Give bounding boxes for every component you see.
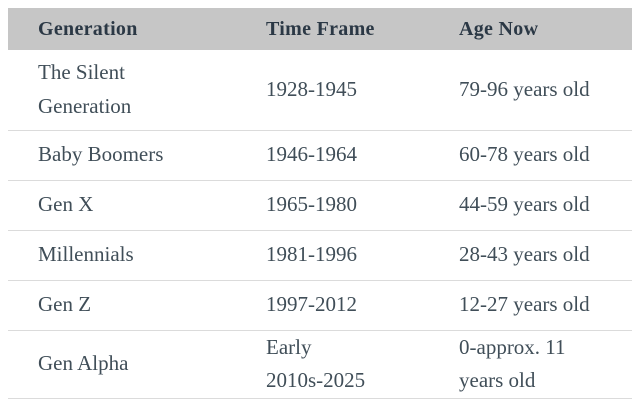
column-header-time-frame: Time Frame bbox=[236, 8, 429, 50]
column-header-generation: Generation bbox=[8, 8, 236, 50]
cell-age-now: 44-59 years old bbox=[429, 180, 632, 231]
cell-generation: Gen X bbox=[8, 180, 236, 231]
table-row-gen-x: Gen X 1965-1980 44-59 years old bbox=[8, 180, 632, 231]
cell-generation: Gen Alpha bbox=[8, 330, 236, 399]
table-row-baby-boomers: Baby Boomers 1946-1964 60-78 years old bbox=[8, 130, 632, 181]
table-row-gen-z: Gen Z 1997-2012 12-27 years old bbox=[8, 280, 632, 331]
cell-generation: Baby Boomers bbox=[8, 130, 236, 181]
cell-time-frame: 1928-1945 bbox=[236, 50, 429, 131]
cell-age-now: 60-78 years old bbox=[429, 130, 632, 181]
cell-age-now: 79-96 years old bbox=[429, 50, 632, 131]
table-header-row: Generation Time Frame Age Now bbox=[8, 8, 632, 50]
cell-generation: Gen Z bbox=[8, 280, 236, 331]
cell-time-frame: Early 2010s-2025 bbox=[236, 330, 429, 399]
table-row-millennials: Millennials 1981-1996 28-43 years old bbox=[8, 230, 632, 281]
cell-age-now: 28-43 years old bbox=[429, 230, 632, 281]
cell-age-now: 12-27 years old bbox=[429, 280, 632, 331]
table-row-gen-alpha: Gen Alpha Early 2010s-2025 0-approx. 11 … bbox=[8, 330, 632, 399]
cell-generation: The Silent Generation bbox=[8, 50, 236, 131]
column-header-age-now: Age Now bbox=[429, 8, 632, 50]
cell-time-frame: 1965-1980 bbox=[236, 180, 429, 231]
cell-time-frame: 1981-1996 bbox=[236, 230, 429, 281]
table-row-silent-generation: The Silent Generation 1928-1945 79-96 ye… bbox=[8, 50, 632, 131]
cell-time-frame: 1997-2012 bbox=[236, 280, 429, 331]
generations-table: Generation Time Frame Age Now The Silent… bbox=[8, 8, 632, 399]
cell-time-frame: 1946-1964 bbox=[236, 130, 429, 181]
cell-age-now: 0-approx. 11 years old bbox=[429, 330, 632, 399]
cell-generation: Millennials bbox=[8, 230, 236, 281]
